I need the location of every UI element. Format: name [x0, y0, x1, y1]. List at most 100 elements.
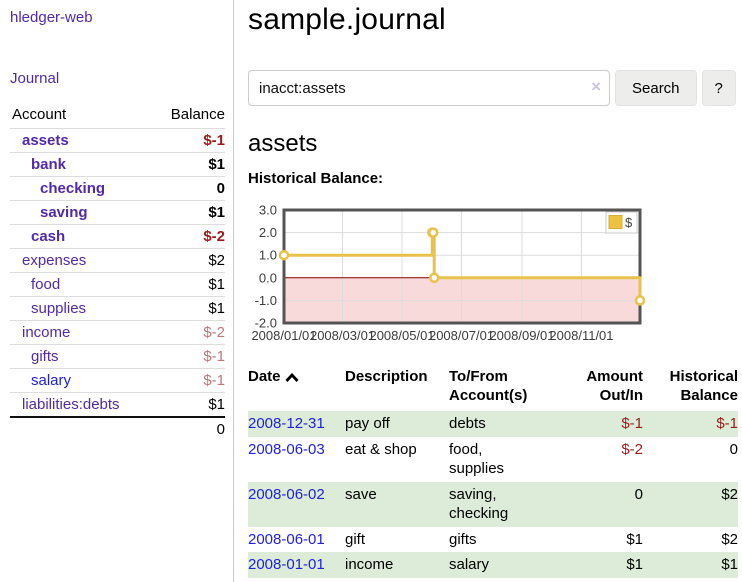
register-row: 2008-12-31 pay off debts $-1 $-1 — [248, 411, 738, 437]
account-link-expenses[interactable]: expenses — [22, 252, 87, 269]
transaction-accounts: food, supplies — [449, 440, 505, 478]
register-header-date[interactable]: Date — [248, 367, 345, 411]
account-link-salary[interactable]: salary — [31, 372, 72, 389]
historical-balance-chart: $3.0 2.0 1.0 0.0 -1.0 -2.02008/01/012008/03/0… — [251, 203, 646, 343]
svg-text:2.0: 2.0 — [259, 225, 277, 240]
transaction-balance: $2 — [721, 530, 738, 548]
sort-ascending-icon — [284, 372, 299, 382]
account-balance: $-1 — [152, 344, 225, 369]
accounts-table: Account Balance assets $-1 bank $1 check… — [10, 102, 225, 441]
account-link-checking[interactable]: checking — [40, 180, 106, 197]
sidebar-item-journal[interactable]: Journal — [10, 70, 60, 87]
transaction-amount: 0 — [634, 485, 643, 503]
account-balance: $1 — [152, 296, 225, 321]
transaction-accounts: debts — [449, 415, 486, 433]
account-row-assets: assets $-1 — [10, 128, 225, 153]
account-balance: $1 — [152, 392, 225, 417]
account-link-food[interactable]: food — [31, 276, 61, 293]
svg-text:2008/01/01: 2008/01/01 — [251, 328, 316, 343]
page-title: sample.journal — [248, 3, 446, 36]
chart-heading: Historical Balance: — [248, 170, 384, 187]
account-link-supplies[interactable]: supplies — [31, 300, 87, 317]
account-row-liabilities-debts: liabilities:debts $1 — [10, 392, 225, 417]
transaction-amount: $-2 — [621, 440, 643, 458]
account-row-supplies: supplies $1 — [10, 296, 225, 321]
help-button[interactable]: ? — [701, 70, 736, 106]
svg-text:-1.0: -1.0 — [255, 293, 277, 308]
transaction-description: eat & shop — [345, 440, 417, 458]
svg-text:2008/09/01: 2008/09/01 — [489, 328, 554, 343]
svg-text:-2.0: -2.0 — [255, 316, 277, 331]
transaction-amount: $1 — [626, 530, 643, 548]
svg-text:2008/03/01: 2008/03/01 — [310, 328, 375, 343]
account-link-gifts[interactable]: gifts — [31, 348, 59, 365]
account-row-salary: salary $-1 — [10, 368, 225, 393]
account-link-income[interactable]: income — [22, 324, 71, 341]
svg-text:1.0: 1.0 — [259, 248, 277, 263]
account-balance: $1 — [152, 272, 225, 297]
register-header-row: Date Description To/From Account(s) Amou… — [248, 367, 738, 411]
account-row-saving: saving $1 — [10, 200, 225, 225]
account-link-saving[interactable]: saving — [40, 204, 88, 221]
search-box: × — [248, 70, 610, 106]
transaction-date-link[interactable]: 2008-06-01 — [248, 530, 325, 548]
transaction-date-link[interactable]: 2008-06-03 — [248, 440, 325, 458]
account-balance: $-2 — [152, 224, 225, 249]
account-row-expenses: expenses $2 — [10, 248, 225, 273]
accounts-total-row: 0 — [10, 416, 225, 441]
svg-text:2008/05/01: 2008/05/01 — [369, 328, 434, 343]
transaction-balance: $-1 — [716, 415, 738, 433]
transaction-accounts: salary — [449, 556, 490, 574]
main-content: sample.journal × Search ? assets Histori… — [248, 0, 738, 578]
register-header-description: Description — [345, 368, 428, 385]
transaction-description: pay off — [345, 415, 390, 433]
brand-link[interactable]: hledger-web — [10, 9, 93, 26]
register-header-balance: Historical Balance — [669, 368, 738, 405]
accounts-header-row: Account Balance — [10, 102, 225, 129]
register-header-to-from: To/From Account(s) — [449, 368, 528, 405]
svg-text:2008/11/01: 2008/11/01 — [549, 328, 613, 343]
account-link-assets[interactable]: assets — [22, 132, 69, 149]
transaction-date-link[interactable]: 2008-01-01 — [248, 556, 325, 574]
transaction-balance: 0 — [729, 440, 738, 458]
transaction-accounts: gifts — [449, 530, 477, 548]
search-bar: × Search ? — [248, 70, 738, 106]
account-balance: $2 — [152, 248, 225, 273]
transaction-description: gift — [345, 530, 366, 548]
account-link-bank[interactable]: bank — [31, 156, 67, 173]
account-link-liabilities-debts[interactable]: liabilities:debts — [22, 396, 120, 413]
account-link-cash[interactable]: cash — [31, 228, 66, 245]
accounts-header-account: Account — [12, 106, 67, 123]
transaction-description: income — [345, 556, 394, 574]
register-header-date-label: Date — [248, 368, 281, 385]
account-balance: $1 — [152, 152, 225, 177]
transaction-balance: $2 — [721, 485, 738, 503]
transaction-balance: $1 — [721, 556, 738, 574]
account-row-income: income $-2 — [10, 320, 225, 345]
transaction-date-link[interactable]: 2008-12-31 — [248, 415, 325, 433]
search-button[interactable]: Search — [615, 70, 697, 106]
search-input[interactable] — [248, 70, 610, 106]
account-balance: $1 — [152, 200, 225, 225]
account-row-gifts: gifts $-1 — [10, 344, 225, 369]
register-row: 2008-01-01 income salary $1 $1 — [248, 552, 738, 578]
account-heading: assets — [248, 130, 318, 157]
account-row-checking: checking 0 — [10, 176, 225, 201]
svg-text:0.0: 0.0 — [259, 270, 277, 285]
svg-text:$: $ — [625, 215, 633, 230]
transaction-description: save — [345, 485, 377, 503]
account-balance: 0 — [152, 176, 225, 201]
transaction-date-link[interactable]: 2008-06-02 — [248, 485, 325, 503]
transaction-accounts: saving, checking — [449, 485, 509, 523]
sidebar: hledger-web Journal Account Balance asse… — [0, 0, 234, 582]
transaction-amount: $-1 — [621, 415, 643, 433]
account-row-bank: bank $1 — [10, 152, 225, 177]
svg-text:3.0: 3.0 — [259, 203, 277, 218]
register-row: 2008-06-01 gift gifts $1 $2 — [248, 527, 738, 553]
register-table: Date Description To/From Account(s) Amou… — [248, 367, 738, 578]
account-balance: $-1 — [152, 128, 225, 153]
account-balance: $-1 — [152, 368, 225, 393]
account-row-cash: cash $-2 — [10, 224, 225, 249]
clear-search-icon[interactable]: × — [591, 77, 601, 96]
register-header-amount: Amount Out/In — [586, 368, 643, 405]
